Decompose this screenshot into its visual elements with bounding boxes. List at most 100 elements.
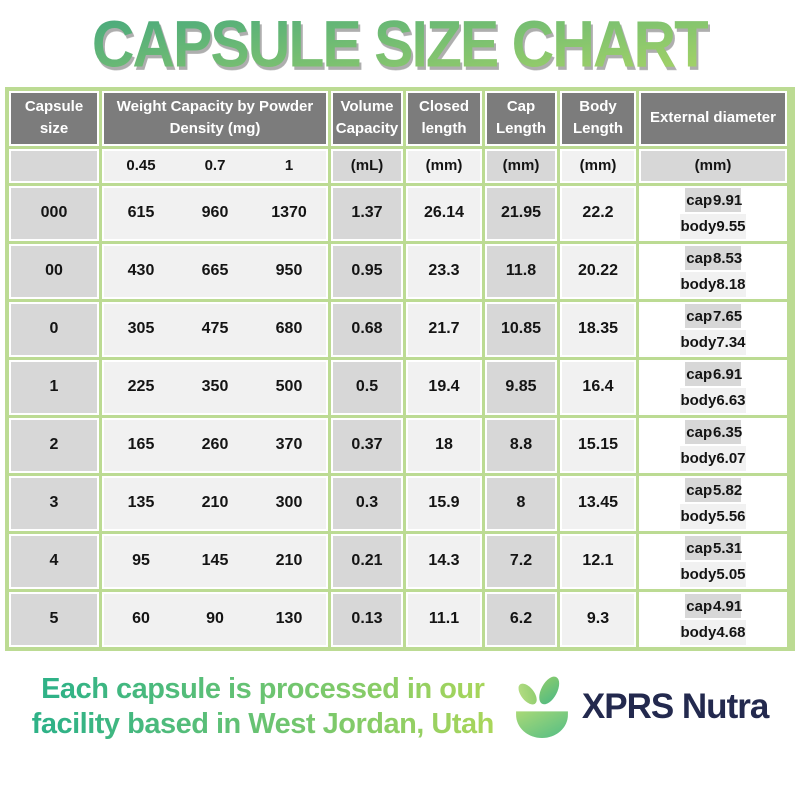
cap-length-value: 21.95: [500, 204, 542, 222]
external-body-label: body: [680, 508, 717, 526]
header-external-diameter: External diameter: [639, 90, 787, 146]
cell-external-diameter: cap 4.91 body 4.68: [639, 591, 787, 647]
closed-length-value: 26.14: [423, 204, 465, 222]
density-1-label: 1: [284, 157, 294, 175]
external-cap-value: 4.91: [713, 597, 743, 615]
cap-length-value: 11.8: [505, 262, 537, 280]
external-cap-label: cap: [686, 597, 713, 615]
cell-capsule-size: 00: [9, 243, 99, 299]
volume-value: 0.5: [355, 378, 379, 396]
cell-volume-capacity: 0.21: [331, 533, 403, 589]
weight-at-07-value: 145: [201, 552, 229, 570]
external-body-value: 4.68: [716, 624, 746, 642]
bowl-icon: [515, 711, 568, 738]
external-body-label: body: [680, 392, 717, 410]
capsule-size-value: 2: [49, 436, 59, 454]
cell-closed-length: 14.3: [406, 533, 482, 589]
external-body-label: body: [680, 218, 717, 236]
cell-external-diameter: cap 7.65 body 7.34: [639, 301, 787, 357]
external-cap-row: cap 8.53: [685, 245, 742, 273]
weight-at-07-value: 665: [201, 262, 229, 280]
cap-length-value: 10.85: [500, 320, 542, 338]
units-volume: (mL): [331, 148, 403, 183]
units-external-diameter: (mm): [639, 148, 787, 183]
external-body-value: 6.07: [716, 450, 746, 468]
cell-weight-capacity: 430 665 950: [102, 243, 328, 299]
external-body-value: 9.55: [716, 218, 746, 236]
header-body-length: Body Length: [560, 90, 636, 146]
cell-cap-length: 9.85: [485, 359, 557, 415]
external-cap-row: cap 5.82: [685, 477, 743, 505]
external-cap-label: cap: [686, 249, 713, 267]
weight-at-1-value: 950: [275, 262, 303, 280]
table-row: 3 135 210 300 0.3 15.9 8 13.45 cap 5.82 …: [9, 475, 791, 531]
units-capsule-size-empty: [9, 148, 99, 183]
capsule-size-value: 0: [49, 320, 59, 338]
external-body-row: body 6.07: [680, 446, 746, 471]
cell-volume-capacity: 0.5: [331, 359, 403, 415]
body-length-value: 13.45: [577, 494, 619, 512]
units-closed-length: (mm): [406, 148, 482, 183]
external-body-row: body 9.55: [680, 214, 746, 239]
cell-external-diameter: cap 6.91 body 6.63: [639, 359, 787, 415]
units-body-length: (mm): [560, 148, 636, 183]
weight-at-045-value: 60: [132, 610, 150, 628]
cell-body-length: 18.35: [560, 301, 636, 357]
cell-weight-capacity: 305 475 680: [102, 301, 328, 357]
closed-length-value: 14.3: [428, 552, 460, 570]
weight-at-07-value: 350: [201, 378, 229, 396]
external-cap-row: cap 6.91: [685, 361, 743, 389]
volume-value: 0.37: [351, 436, 383, 454]
cell-body-length: 20.22: [560, 243, 636, 299]
facility-tagline: Each capsule is processed in our facilit…: [32, 672, 494, 742]
weight-at-1-value: 680: [275, 320, 303, 338]
body-length-value: 16.4: [582, 378, 614, 396]
leaf-icon: [539, 676, 560, 705]
external-body-row: body 8.18: [680, 272, 746, 297]
volume-value: 0.21: [351, 552, 383, 570]
external-cap-row: cap 9.91: [685, 187, 742, 215]
page-title: CAPSULE SIZE CHART: [91, 6, 710, 81]
external-body-row: body 4.68: [680, 620, 746, 645]
closed-length-value: 15.9: [428, 494, 460, 512]
body-length-value: 18.35: [577, 320, 619, 338]
body-length-value: 20.22: [577, 262, 619, 280]
cell-volume-capacity: 0.68: [331, 301, 403, 357]
closed-length-value: 11.1: [428, 610, 460, 628]
cap-length-value: 8.8: [509, 436, 533, 454]
weight-at-07-value: 960: [201, 204, 229, 222]
cell-cap-length: 10.85: [485, 301, 557, 357]
external-body-label: body: [680, 450, 717, 468]
external-cap-value: 5.82: [713, 481, 743, 499]
cell-body-length: 16.4: [560, 359, 636, 415]
external-body-label: body: [680, 334, 717, 352]
table-row: 4 95 145 210 0.21 14.3 7.2 12.1 cap 5.31…: [9, 533, 791, 589]
external-body-value: 5.05: [716, 566, 746, 584]
cell-volume-capacity: 0.13: [331, 591, 403, 647]
weight-at-045-value: 225: [127, 378, 155, 396]
body-length-value: 22.2: [582, 204, 614, 222]
weight-at-045-value: 95: [132, 552, 150, 570]
weight-at-045-value: 305: [127, 320, 155, 338]
external-cap-value: 5.31: [713, 539, 743, 557]
table-row: 5 60 90 130 0.13 11.1 6.2 9.3 cap 4.91 b…: [9, 591, 791, 647]
cell-external-diameter: cap 9.91 body 9.55: [639, 185, 787, 241]
external-cap-row: cap 4.91: [685, 593, 743, 621]
cell-capsule-size: 0: [9, 301, 99, 357]
external-cap-label: cap: [686, 423, 713, 441]
weight-at-045-value: 615: [127, 204, 155, 222]
cell-cap-length: 7.2: [485, 533, 557, 589]
cell-capsule-size: 2: [9, 417, 99, 473]
external-body-label: body: [680, 566, 717, 584]
cell-external-diameter: cap 8.53 body 8.18: [639, 243, 787, 299]
cell-weight-capacity: 615 960 1370: [102, 185, 328, 241]
cell-cap-length: 21.95: [485, 185, 557, 241]
density-045-label: 0.45: [126, 157, 156, 175]
cell-capsule-size: 000: [9, 185, 99, 241]
body-length-value: 12.1: [582, 552, 614, 570]
capsule-size-value: 00: [45, 262, 63, 280]
external-cap-value: 6.91: [713, 365, 743, 383]
cell-cap-length: 6.2: [485, 591, 557, 647]
external-body-label: body: [680, 276, 717, 294]
weight-at-07-value: 90: [206, 610, 224, 628]
